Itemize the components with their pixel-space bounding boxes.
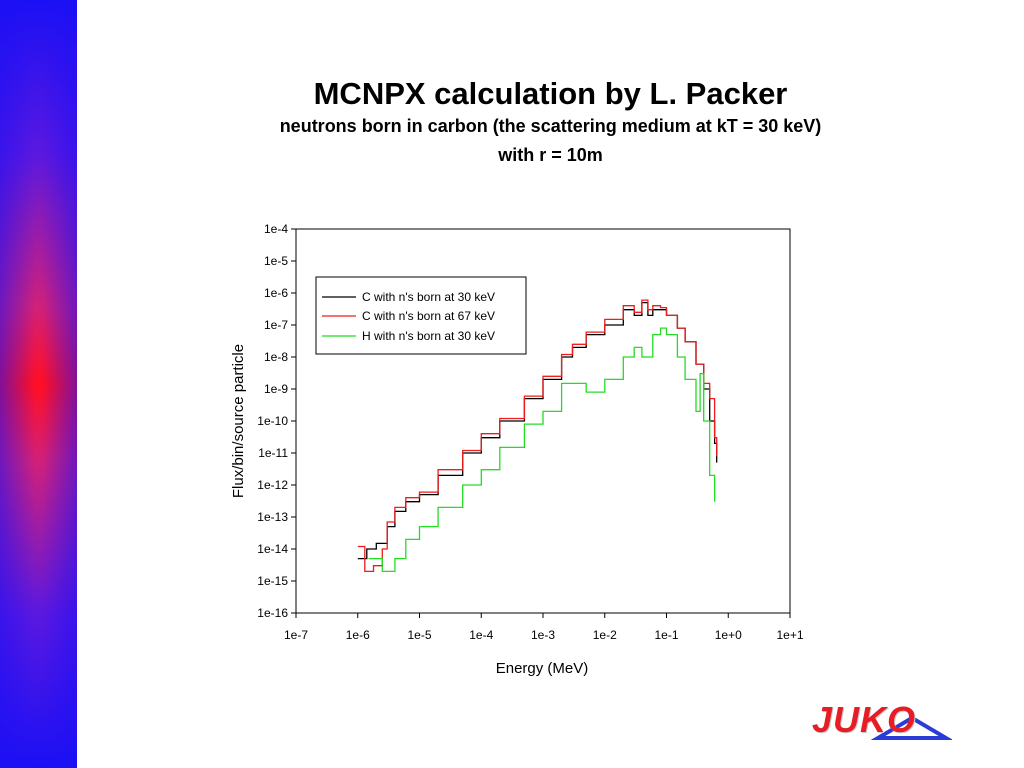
- y-tick-label: 1e-6: [264, 286, 288, 300]
- legend-label-series-2: C with n's born at 67 keV: [362, 309, 495, 323]
- slide-subtitle-secondary: with r = 10m: [498, 145, 603, 165]
- y-tick-label: 1e-16: [257, 606, 288, 620]
- y-tick-label: 1e-9: [264, 382, 288, 396]
- legend-label-series-1: C with n's born at 30 keV: [362, 290, 495, 304]
- juko-logo: JUKO: [812, 700, 952, 744]
- x-tick-label: 1e-2: [593, 628, 617, 642]
- x-tick-label: 1e-3: [531, 628, 555, 642]
- y-tick-label: 1e-8: [264, 350, 288, 364]
- y-tick-label: 1e-4: [264, 222, 288, 236]
- y-tick-label: 1e-7: [264, 318, 288, 332]
- x-tick-label: 1e-1: [654, 628, 678, 642]
- x-tick-label: 1e-6: [346, 628, 370, 642]
- y-tick-label: 1e-14: [257, 542, 288, 556]
- y-tick-label: 1e-11: [258, 446, 288, 460]
- x-tick-label: 1e-7: [284, 628, 308, 642]
- legend-label-series-3: H with n's born at 30 keV: [362, 329, 495, 343]
- series-layer: [357, 299, 718, 573]
- logo-wordmark: JUKO: [812, 699, 917, 740]
- slide-title: MCNPX calculation by L. Packer: [313, 76, 788, 111]
- chart-legend: C with n's born at 30 keV C with n's bor…: [315, 276, 527, 355]
- series-line-3: [368, 327, 716, 573]
- series-line-2: [357, 299, 718, 573]
- y-axis-title: Flux/bin/source particle: [230, 344, 247, 498]
- y-tick-label: 1e-12: [257, 478, 288, 492]
- x-tick-label: 1e-5: [407, 628, 431, 642]
- y-tick-label: 1e-15: [257, 574, 288, 588]
- logo-triangle-icon: [870, 715, 952, 740]
- x-tick-label: 1e-4: [469, 628, 493, 642]
- x-axis-title: Energy (MeV): [496, 660, 589, 677]
- x-tick-label: 1e+1: [776, 628, 803, 642]
- x-tick-label: 1e+0: [715, 628, 742, 642]
- ticks-layer: 1e-7 1e-6 1e-5 1e-4 1e-3 1e-2 1e-1 1e+0 1e+1 1e-4…: [257, 222, 804, 642]
- y-tick-label: 1e-5: [264, 254, 288, 268]
- y-tick-label: 1e-10: [257, 414, 288, 428]
- y-tick-label: 1e-13: [257, 510, 288, 524]
- slide-subtitle: neutrons born in carbon (the scattering …: [279, 116, 822, 136]
- decorative-sidebar: [0, 0, 77, 768]
